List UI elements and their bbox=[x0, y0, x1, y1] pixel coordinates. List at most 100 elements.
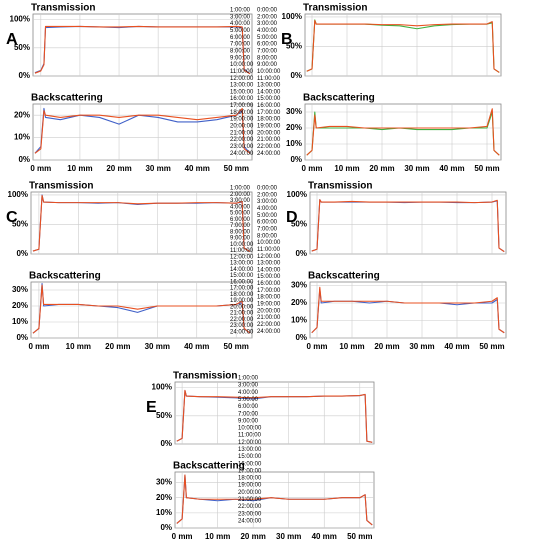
data-line bbox=[311, 286, 505, 334]
legend-entry: 24:00:00 bbox=[230, 151, 254, 157]
y-tick-label: 100% bbox=[8, 190, 28, 199]
legend-entry: 3:00:00 bbox=[238, 383, 259, 389]
legend-entry: 8:00:00 bbox=[230, 48, 251, 54]
legend-entry: 24:00:00 bbox=[238, 518, 262, 524]
x-tick-label: 40 mm bbox=[185, 164, 210, 173]
legend-entry: 13:00:00 bbox=[230, 83, 254, 89]
legend-entry: 9:00:00 bbox=[238, 418, 259, 424]
legend-entry: 24:00:00 bbox=[230, 329, 254, 335]
legend-entry: 10:00:00 bbox=[257, 69, 281, 75]
chart-title: Backscattering bbox=[173, 461, 245, 472]
legend-entry: 2:00:00 bbox=[230, 192, 251, 198]
x-tick-label: 50 mm bbox=[474, 164, 499, 173]
legend-entry: 24:00:00 bbox=[257, 329, 281, 335]
legend-entry: 17:00:00 bbox=[238, 468, 262, 474]
legend-entry: 22:00:00 bbox=[238, 504, 262, 510]
chart-title: Backscattering bbox=[308, 271, 380, 282]
legend-entry: 11:00:00 bbox=[257, 76, 281, 82]
legend-entry: 7:00:00 bbox=[238, 411, 259, 417]
legend-entry: 12:00:00 bbox=[230, 76, 254, 82]
chart-title: Transmission bbox=[308, 181, 372, 192]
plot-area bbox=[309, 191, 507, 255]
y-tick-label: 0% bbox=[160, 523, 172, 532]
legend-entry: 17:00:00 bbox=[230, 286, 254, 292]
data-line bbox=[34, 107, 251, 154]
legend-entry: 16:00:00 bbox=[230, 96, 254, 102]
y-tick-label: 0% bbox=[16, 249, 28, 258]
legend-entry: 23:00:00 bbox=[230, 144, 254, 150]
legend-entry: 12:00:00 bbox=[238, 440, 262, 446]
legend-entry: 20:00:00 bbox=[230, 304, 254, 310]
legend-entry: 16:00:00 bbox=[257, 103, 281, 109]
x-tick-label: 20 mm bbox=[374, 342, 399, 351]
legend-entry: 4:00:00 bbox=[257, 28, 278, 34]
y-tick-label: 0% bbox=[18, 71, 30, 80]
legend-entry: 14:00:00 bbox=[230, 267, 254, 273]
chart-title: Backscattering bbox=[29, 271, 101, 282]
legend-entry: 5:00:00 bbox=[257, 213, 278, 219]
legend-entry: 21:00:00 bbox=[238, 497, 262, 503]
legend-entry: 5:00:00 bbox=[257, 35, 278, 41]
x-tick-label: 40 mm bbox=[439, 164, 464, 173]
y-tick-label: 20% bbox=[12, 301, 28, 310]
y-tick-label: 0% bbox=[290, 155, 302, 164]
legend-entry: 5:00:00 bbox=[230, 28, 251, 34]
chart-title: Backscattering bbox=[303, 93, 375, 104]
y-tick-label: 10% bbox=[156, 508, 172, 517]
legend-entry: 3:00:00 bbox=[230, 198, 251, 204]
legend-entry: 4:00:00 bbox=[238, 390, 259, 396]
y-tick-label: 20% bbox=[286, 123, 302, 132]
y-tick-label: 20% bbox=[14, 110, 30, 119]
y-tick-label: 20% bbox=[291, 298, 307, 307]
y-tick-label: 100% bbox=[152, 383, 172, 392]
legend-entry: 7:00:00 bbox=[257, 226, 278, 232]
legend-entry: 3:00:00 bbox=[257, 199, 278, 205]
legend-entry: 5:00:00 bbox=[238, 397, 259, 403]
legend-entry: 1:00:00 bbox=[238, 376, 259, 382]
legend-entry: 18:00:00 bbox=[257, 295, 281, 301]
legend-entry: 17:00:00 bbox=[257, 110, 281, 116]
legend-entry: 5:00:00 bbox=[230, 211, 251, 217]
legend-entry: 7:00:00 bbox=[230, 223, 251, 229]
x-tick-label: 0 mm bbox=[28, 342, 49, 351]
x-tick-label: 30 mm bbox=[276, 532, 301, 541]
panel-label: E bbox=[146, 399, 157, 416]
legend-entry: 10:00:00 bbox=[238, 426, 262, 432]
legend-entry: 13:00:00 bbox=[257, 261, 281, 267]
legend-entry: 16:00:00 bbox=[238, 461, 262, 467]
plot-area bbox=[309, 281, 507, 339]
legend-entry: 1:00:00 bbox=[230, 186, 251, 192]
chart-title: Transmission bbox=[303, 3, 367, 14]
x-tick-label: 10 mm bbox=[334, 164, 359, 173]
legend-entry: 7:00:00 bbox=[230, 42, 251, 48]
legend-entry: 20:00:00 bbox=[257, 308, 281, 314]
y-tick-label: 10% bbox=[291, 316, 307, 325]
x-tick-label: 0 mm bbox=[30, 164, 51, 173]
legend-entry: 18:00:00 bbox=[230, 292, 254, 298]
x-tick-label: 30 mm bbox=[145, 342, 170, 351]
x-tick-label: 30 mm bbox=[145, 164, 170, 173]
x-tick-label: 20 mm bbox=[106, 164, 131, 173]
legend-entry: 6:00:00 bbox=[230, 217, 251, 223]
legend-entry: 8:00:00 bbox=[257, 233, 278, 239]
x-tick-label: 10 mm bbox=[67, 164, 92, 173]
legend-entry: 4:00:00 bbox=[230, 204, 251, 210]
y-tick-label: 50% bbox=[286, 42, 302, 51]
legend-entry: 3:00:00 bbox=[257, 21, 278, 27]
y-tick-label: 0% bbox=[18, 155, 30, 164]
y-tick-label: 0% bbox=[16, 333, 28, 342]
x-tick-label: 20 mm bbox=[105, 342, 130, 351]
legend-entry: 20:00:00 bbox=[230, 123, 254, 129]
legend-entry: 23:00:00 bbox=[230, 323, 254, 329]
legend-entry: 11:00:00 bbox=[230, 69, 254, 75]
legend-entry: 19:00:00 bbox=[257, 123, 281, 129]
legend-entry: 0:00:00 bbox=[257, 186, 278, 192]
legend-entry: 6:00:00 bbox=[238, 404, 259, 410]
plot-area bbox=[30, 281, 253, 339]
legend-entry: 19:00:00 bbox=[238, 483, 262, 489]
legend-entry: 6:00:00 bbox=[257, 42, 278, 48]
x-tick-label: 20 mm bbox=[369, 164, 394, 173]
chart-title: Transmission bbox=[173, 371, 237, 382]
legend-entry: 8:00:00 bbox=[257, 55, 278, 61]
